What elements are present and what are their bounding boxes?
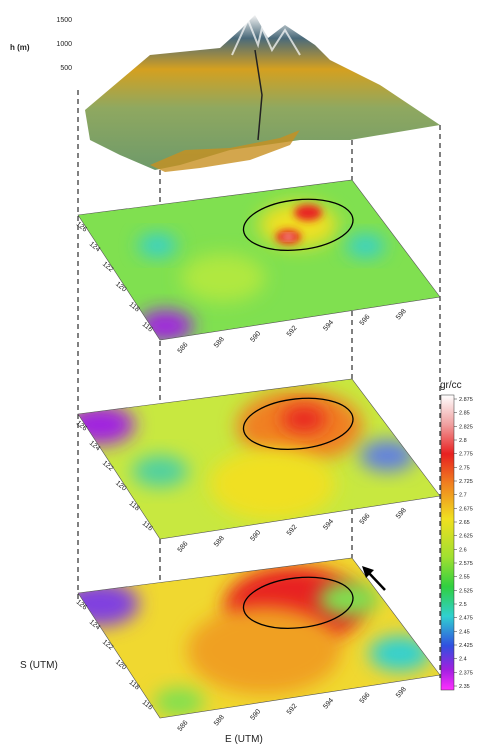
e-tick-label: 588: [213, 535, 226, 549]
anomaly: [187, 606, 342, 695]
height-tick: 1000: [56, 41, 72, 48]
colorbar-tick-label: 2.55: [459, 575, 470, 581]
height-tick: 500: [60, 65, 72, 72]
e-tick-label: 596: [359, 691, 372, 705]
anomaly: [78, 581, 140, 627]
e-tick-label: 588: [213, 336, 226, 350]
anomaly: [132, 455, 189, 488]
colorbar-tick-label: 2.8: [459, 438, 467, 444]
colorbar-tick-label: 2.4: [459, 657, 467, 663]
s-axis-label: S (UTM): [20, 660, 58, 671]
slice-border: [77, 378, 441, 540]
arrow: [362, 566, 386, 591]
anomaly: [294, 204, 323, 221]
colorbar-tick-label: 2.35: [459, 684, 470, 690]
slice-border: [77, 179, 441, 341]
anomaly: [281, 406, 327, 432]
e-tick-label: 596: [359, 512, 372, 526]
anomalies: [78, 390, 416, 520]
e-tick-label: 598: [395, 507, 408, 521]
colorbar-tick-label: 2.85: [459, 411, 470, 417]
colorbar-unit: gr/cc: [440, 380, 462, 391]
e-tick-label: 594: [322, 319, 335, 333]
colorbar-tick-label: 2.625: [459, 534, 473, 540]
e-tick-label: 598: [395, 686, 408, 700]
e-tick-label: 590: [249, 708, 262, 722]
e-tick-label: 594: [322, 518, 335, 532]
anomaly-outline: [242, 576, 354, 629]
colorbar-tick-label: 2.7: [459, 493, 467, 499]
colorbar-tick-label: 2.875: [459, 397, 473, 403]
anomaly: [369, 635, 431, 672]
colorbar-tick-label: 2.675: [459, 506, 473, 512]
height-axis-label: h (m): [10, 43, 30, 52]
anomaly: [209, 448, 336, 520]
anomaly: [181, 253, 266, 302]
e-tick-label: 590: [249, 330, 262, 344]
height-tick: 1500: [56, 17, 72, 24]
colorbar-tick-label: 2.575: [459, 561, 473, 567]
slice-border: [77, 557, 441, 719]
anomaly: [318, 581, 381, 617]
anomaly-outline: [242, 198, 354, 251]
e-tick-label: 588: [213, 714, 226, 728]
colorbar-tick-label: 2.475: [459, 616, 473, 622]
colorbar-tick-label: 2.725: [459, 479, 473, 485]
slice-background: [78, 180, 440, 340]
anomaly: [284, 234, 293, 240]
anomaly: [137, 234, 177, 257]
e-tick-label: 586: [177, 540, 190, 554]
e-tick-label: 598: [395, 308, 408, 322]
colorbar-tick-label: 2.775: [459, 452, 473, 458]
e-tick-label: 590: [249, 529, 262, 543]
colorbar-tick-label: 2.375: [459, 670, 473, 676]
colorbar-tick-label: 2.5: [459, 602, 467, 608]
anomaly: [359, 439, 416, 472]
colorbar-tick-label: 2.825: [459, 424, 473, 430]
anomaly: [346, 234, 386, 258]
e-tick-label: 592: [286, 325, 299, 339]
e-axis-label: E (UTM): [225, 734, 263, 745]
colorbar-tick-label: 2.65: [459, 520, 470, 526]
e-tick-label: 592: [286, 703, 299, 717]
e-tick-label: 586: [177, 719, 190, 733]
colorbar-tick-label: 2.6: [459, 547, 467, 553]
e-tick-label: 586: [177, 341, 190, 355]
e-tick-label: 594: [322, 697, 335, 711]
anomaly-outline: [242, 397, 354, 450]
anomaly: [154, 687, 205, 717]
e-tick-label: 596: [359, 313, 372, 327]
colorbar-tick-label: 2.45: [459, 629, 470, 635]
colorbar-tick-label: 2.425: [459, 643, 473, 649]
terrain: [85, 15, 440, 172]
colorbar-tick-label: 2.525: [459, 588, 473, 594]
e-tick-label: 592: [286, 524, 299, 538]
colorbar-tick-label: 2.75: [459, 465, 470, 471]
colorbar: gr/cc 2.875 2.85 2.825 2.8 2.775 2.75 2.725 2.7…: [440, 380, 473, 691]
